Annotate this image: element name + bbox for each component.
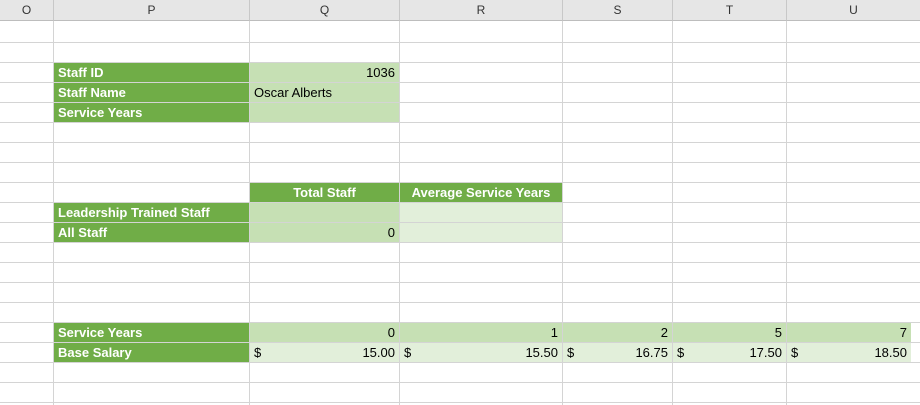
base-salary-cell[interactable]: $ 17.50 <box>673 343 786 362</box>
gridline <box>53 21 54 405</box>
all-staff-total-cell[interactable]: 0 <box>250 223 399 242</box>
service-years-cell[interactable]: 5 <box>673 323 786 342</box>
average-service-years-header[interactable]: Average Service Years <box>400 183 562 202</box>
column-header-u[interactable]: U <box>787 0 920 21</box>
gridline <box>0 182 920 183</box>
gridline <box>0 322 920 323</box>
base-salary-cell[interactable]: $ 16.75 <box>563 343 672 362</box>
all-staff-average-years-cell[interactable] <box>400 223 562 242</box>
leadership-average-years-cell[interactable] <box>400 203 562 222</box>
gridline <box>0 122 920 123</box>
gridline <box>672 21 673 405</box>
currency-symbol: $ <box>404 345 412 360</box>
leadership-trained-staff-label[interactable]: Leadership Trained Staff <box>54 203 249 222</box>
column-header-r[interactable]: R <box>400 0 563 21</box>
gridline <box>0 342 920 343</box>
staff-id-input[interactable]: 1036 <box>250 63 399 82</box>
column-header-s[interactable]: S <box>563 0 673 21</box>
base-salary-cell[interactable]: $ 18.50 <box>787 343 911 362</box>
all-staff-label[interactable]: All Staff <box>54 223 249 242</box>
service-years-cell[interactable]: 2 <box>563 323 672 342</box>
gridline <box>249 21 250 405</box>
column-header-q[interactable]: Q <box>250 0 400 21</box>
salary-amount: 15.50 <box>525 345 558 360</box>
salary-amount: 15.00 <box>362 345 395 360</box>
salary-amount: 17.50 <box>749 345 782 360</box>
currency-symbol: $ <box>677 345 685 360</box>
gridline <box>0 42 920 43</box>
base-salary-cell[interactable]: $ 15.50 <box>400 343 562 362</box>
gridline <box>0 82 920 83</box>
service-years-cell[interactable]: 1 <box>400 323 562 342</box>
gridline <box>0 162 920 163</box>
service-years-cell[interactable]: 0 <box>250 323 399 342</box>
column-header-t[interactable]: T <box>673 0 787 21</box>
column-header-o[interactable]: O <box>0 0 54 21</box>
gridline <box>0 362 920 363</box>
staff-id-label[interactable]: Staff ID <box>54 63 249 82</box>
column-header-p[interactable]: P <box>54 0 250 21</box>
salary-amount: 16.75 <box>635 345 668 360</box>
service-years-value[interactable] <box>250 103 399 122</box>
gridline <box>399 21 400 405</box>
gridline <box>0 242 920 243</box>
salary-amount: 18.50 <box>874 345 907 360</box>
gridline <box>0 142 920 143</box>
currency-symbol: $ <box>567 345 575 360</box>
gridline <box>0 102 920 103</box>
staff-name-value[interactable]: Oscar Alberts <box>250 83 399 102</box>
base-salary-cell[interactable]: $ 15.00 <box>250 343 399 362</box>
currency-symbol: $ <box>791 345 799 360</box>
service-years-cell[interactable]: 7 <box>787 323 911 342</box>
currency-symbol: $ <box>254 345 262 360</box>
service-years-label[interactable]: Service Years <box>54 103 249 122</box>
gridline <box>0 302 920 303</box>
gridline <box>562 21 563 405</box>
gridline <box>0 262 920 263</box>
salary-service-years-label[interactable]: Service Years <box>54 323 249 342</box>
staff-name-label[interactable]: Staff Name <box>54 83 249 102</box>
gridline <box>0 222 920 223</box>
gridline <box>786 21 787 405</box>
gridline <box>0 202 920 203</box>
gridline <box>0 402 920 403</box>
leadership-total-staff-cell[interactable] <box>250 203 399 222</box>
gridline <box>0 382 920 383</box>
gridline <box>0 62 920 63</box>
gridline <box>0 282 920 283</box>
total-staff-header[interactable]: Total Staff <box>250 183 399 202</box>
base-salary-label[interactable]: Base Salary <box>54 343 249 362</box>
